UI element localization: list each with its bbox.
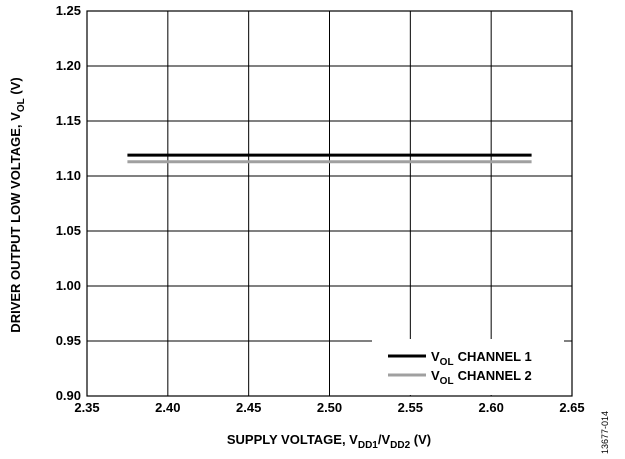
- legend-label-channel-2-name: CHANNEL 2: [458, 368, 532, 383]
- y-tick-label: 1.25: [56, 3, 81, 18]
- figure-id: 13677-014: [596, 396, 618, 456]
- x-axis-title: SUPPLY VOLTAGE, VDD1/VDD2 (V): [227, 432, 431, 451]
- x-tick-label: 2.45: [236, 400, 261, 415]
- legend-label-channel-2-sub: OL: [440, 376, 454, 387]
- legend-box: [372, 339, 564, 395]
- y-axis-title: DRIVER OUTPUT LOW VOLTAGE, VOL (V): [8, 77, 27, 332]
- legend-label-channel-1: VOL CHANNEL 1: [431, 349, 532, 368]
- legend-label-channel-1-prefix: V: [431, 349, 440, 364]
- legend: VOL CHANNEL 1 VOL CHANNEL 2: [372, 339, 564, 395]
- y-axis-title-main: DRIVER OUTPUT LOW VOLTAGE, V: [8, 112, 23, 333]
- x-tick-label: 2.35: [74, 400, 99, 415]
- plot-area-frame: [86, 10, 573, 397]
- x-tick-label: 2.65: [559, 400, 584, 415]
- y-tick-label: 0.90: [56, 388, 81, 403]
- y-axis-title-tail: (V): [8, 77, 23, 98]
- legend-label-channel-2: VOL CHANNEL 2: [431, 368, 532, 387]
- x-axis-title-main: SUPPLY VOLTAGE, V: [227, 432, 358, 447]
- y-tick-label: 1.00: [56, 278, 81, 293]
- x-tick-labels: 2.35 2.40 2.45 2.50 2.55 2.60 2.65: [74, 400, 584, 415]
- y-tick-label: 1.20: [56, 58, 81, 73]
- legend-label-channel-2-prefix: V: [431, 368, 440, 383]
- y-tick-labels: 0.90 0.95 1.00 1.05 1.10 1.15 1.20 1.25: [56, 3, 81, 403]
- y-tick-label: 0.95: [56, 333, 81, 348]
- legend-label-channel-1-name: CHANNEL 1: [458, 349, 532, 364]
- y-axis-title-sub: OL: [16, 98, 27, 112]
- legend-label-channel-1-sub: OL: [440, 357, 454, 368]
- x-tick-label: 2.55: [398, 400, 423, 415]
- x-axis-title-sub2: DD2: [390, 440, 410, 451]
- x-axis-title-sub1: DD1: [358, 440, 378, 451]
- y-tick-label: 1.05: [56, 223, 81, 238]
- y-tick-label: 1.10: [56, 168, 81, 183]
- x-axis-title-tail: (V): [410, 432, 431, 447]
- series-lines: [127, 153, 532, 164]
- y-tick-label: 1.15: [56, 113, 81, 128]
- grid: [86, 10, 573, 397]
- figure-id-text: 13677-014: [600, 410, 610, 454]
- x-tick-label: 2.60: [479, 400, 504, 415]
- x-axis-title-mid: /V: [378, 432, 391, 447]
- x-tick-label: 2.50: [317, 400, 342, 415]
- x-tick-label: 2.40: [155, 400, 180, 415]
